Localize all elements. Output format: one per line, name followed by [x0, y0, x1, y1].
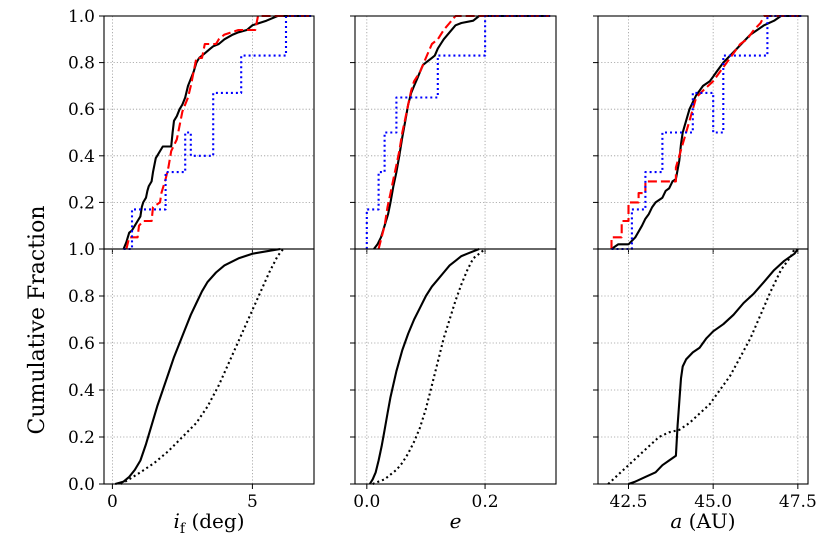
series-line-black-dotted — [120, 248, 285, 485]
axes-frame — [597, 15, 809, 250]
y-tick-label: 0.4 — [68, 147, 95, 167]
panel-e-lower: 0.0 0.2 — [350, 248, 557, 512]
x-axis-label-unit: (AU) — [682, 509, 735, 533]
x-tick-label: 0 — [107, 492, 118, 512]
series-line-black-solid — [114, 247, 281, 486]
y-tick-label: 0.8 — [68, 287, 95, 307]
series-line-black-solid — [610, 14, 802, 250]
x-tick-label: 0.0 — [353, 492, 380, 512]
x-tick-label: 47.5 — [779, 492, 817, 512]
panel-e-upper — [350, 14, 557, 254]
series-line-blue-dotted — [365, 14, 551, 249]
panel-e: 0.0 0.2 e — [350, 14, 557, 533]
axes-frame — [597, 248, 809, 485]
series-line-black-dotted — [372, 248, 486, 485]
x-axis-label-symbol: e — [450, 509, 462, 533]
x-axis-label: a (AU) — [670, 509, 735, 533]
axes-frame — [354, 15, 557, 250]
series-line-black-solid — [373, 14, 551, 250]
x-tick-label: 5 — [247, 492, 258, 512]
y-tick-label: 0.6 — [68, 334, 95, 354]
x-tick-label: 0.2 — [472, 492, 499, 512]
y-tick-label: 1.0 — [68, 7, 95, 27]
y-tick-label: 0.2 — [68, 193, 95, 213]
panel-a: 42.5 45.0 47.5 a (AU) — [593, 14, 817, 533]
series-line-black-solid — [122, 14, 312, 250]
x-axis-label-unit: (deg) — [185, 509, 244, 533]
panel-if-upper: 0.2 0.4 0.6 0.8 1.0 — [68, 7, 315, 254]
y-tick-label: 0.0 — [68, 475, 95, 495]
x-axis-label: if (deg) — [174, 509, 245, 537]
series-line-blue-dotted — [611, 14, 802, 251]
y-tick-label: 0.4 — [68, 381, 95, 401]
y-tick-label: 0.8 — [68, 54, 95, 74]
y-tick-label: 1.0 — [68, 240, 95, 260]
panel-if-lower: 0.0 0.2 0.4 0.6 0.8 1.0 0 5 — [68, 240, 315, 512]
series-line-red-dashed — [377, 14, 551, 250]
x-axis-label-subscript: f — [180, 521, 187, 537]
y-tick-label: 0.2 — [68, 428, 95, 448]
x-axis-label: e — [450, 509, 462, 533]
panels-group: 0.20.40.60.81.00.00.20.40.60.81.00 5if (d… — [68, 7, 817, 537]
series-line-red-dashed — [610, 14, 802, 249]
x-axis-label-symbol: a — [670, 509, 682, 533]
axes-frame — [354, 248, 557, 485]
x-axis-label-symbol: i — [174, 509, 180, 533]
panel-a-lower: 42.5 45.0 47.5 — [593, 248, 817, 512]
y-axis-label: Cumulative Fraction — [25, 205, 50, 434]
series-line-black-solid — [628, 248, 799, 485]
y-tick-label: 0.6 — [68, 100, 95, 120]
series-line-red-dashed — [125, 14, 312, 250]
panel-if: 0.20.40.60.81.00.00.20.40.60.81.00 5if (d… — [68, 7, 315, 537]
panel-a-upper — [593, 14, 809, 254]
series-line-blue-dotted — [123, 14, 312, 251]
x-tick-label: 42.5 — [610, 492, 648, 512]
axes-frame — [103, 248, 315, 485]
series-line-black-dotted — [607, 248, 796, 485]
x-tick-label: 45.0 — [694, 492, 732, 512]
series-line-black-solid — [368, 248, 480, 485]
